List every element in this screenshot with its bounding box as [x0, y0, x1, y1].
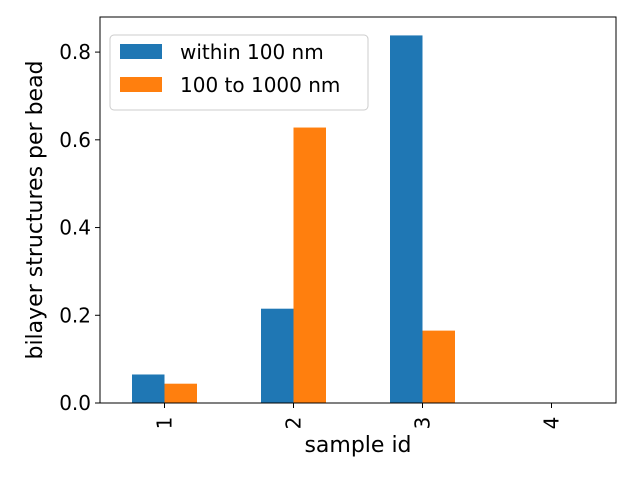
legend-box — [109, 34, 369, 111]
y-axis-label: bilayer structures per bead — [23, 60, 48, 359]
x-axis-label: sample id — [304, 433, 411, 458]
y-tick-label: 0.4 — [59, 216, 91, 240]
bar-100-to-1000nm-sample-2 — [293, 127, 326, 403]
y-tick-label: 0.2 — [59, 303, 91, 327]
bar-within-100nm-sample-2 — [261, 308, 294, 403]
bars-layer — [132, 35, 455, 403]
y-tick-label: 0.8 — [59, 40, 91, 64]
legend: within 100 nm 100 to 1000 nm — [109, 34, 369, 111]
x-tick-label: 3 — [411, 417, 435, 430]
x-tick-label: 2 — [282, 417, 306, 430]
legend-label-100-to-1000nm: 100 to 1000 nm — [180, 73, 340, 97]
bar-100-to-1000nm-sample-3 — [422, 330, 455, 403]
bar-100-to-1000nm-sample-1 — [164, 383, 197, 403]
y-tick-label: 0.0 — [59, 391, 91, 415]
y-axis-ticks: 0.0 0.2 0.4 0.6 0.8 — [59, 40, 100, 415]
legend-swatch-100-to-1000nm — [120, 77, 162, 92]
bar-within-100nm-sample-1 — [132, 374, 165, 403]
y-tick-label: 0.6 — [59, 128, 91, 152]
plot-frame — [99, 16, 617, 404]
legend-swatch-within-100nm — [120, 44, 162, 59]
x-tick-label: 1 — [153, 417, 177, 430]
x-tick-label: 4 — [540, 417, 564, 430]
x-axis-ticks: 1 2 3 4 — [153, 403, 564, 429]
bar-within-100nm-sample-3 — [390, 35, 423, 403]
legend-label-within-100nm: within 100 nm — [180, 40, 324, 64]
